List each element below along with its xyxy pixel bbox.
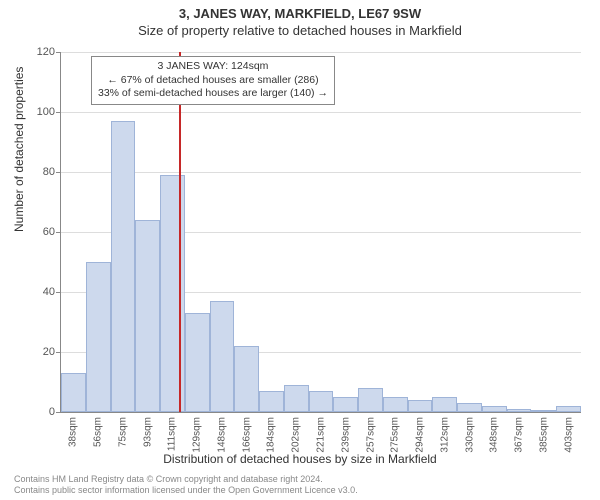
histogram-bar bbox=[234, 346, 259, 412]
histogram-bar bbox=[556, 406, 581, 412]
histogram-bar bbox=[309, 391, 334, 412]
chart-subtitle: Size of property relative to detached ho… bbox=[0, 21, 600, 38]
y-tick-mark bbox=[56, 352, 61, 353]
x-tick-label: 129sqm bbox=[192, 417, 203, 453]
histogram-bar bbox=[135, 220, 160, 412]
annotation-line: 33% of semi-detached houses are larger (… bbox=[98, 87, 328, 101]
x-tick-label: 56sqm bbox=[93, 417, 104, 447]
y-tick-label: 80 bbox=[25, 166, 55, 178]
histogram-bar bbox=[531, 410, 556, 412]
histogram-bar bbox=[432, 397, 457, 412]
x-tick-label: 312sqm bbox=[439, 417, 450, 453]
x-tick-label: 148sqm bbox=[216, 417, 227, 453]
histogram-bar bbox=[408, 400, 433, 412]
y-tick-mark bbox=[56, 292, 61, 293]
footer-attribution: Contains HM Land Registry data © Crown c… bbox=[14, 474, 358, 496]
x-tick-label: 93sqm bbox=[142, 417, 153, 447]
histogram-bar bbox=[111, 121, 136, 412]
gridline bbox=[61, 112, 581, 113]
histogram-bar bbox=[333, 397, 358, 412]
histogram-bar bbox=[210, 301, 235, 412]
histogram-bar bbox=[358, 388, 383, 412]
x-tick-label: 184sqm bbox=[266, 417, 277, 453]
y-tick-mark bbox=[56, 112, 61, 113]
page-title: 3, JANES WAY, MARKFIELD, LE67 9SW bbox=[0, 0, 600, 21]
y-tick-label: 100 bbox=[25, 106, 55, 118]
x-tick-label: 166sqm bbox=[241, 417, 252, 453]
annotation-line: 3 JANES WAY: 124sqm bbox=[98, 60, 328, 74]
annotation-line: ← 67% of detached houses are smaller (28… bbox=[98, 74, 328, 88]
x-axis-label: Distribution of detached houses by size … bbox=[0, 452, 600, 466]
x-tick-label: 385sqm bbox=[538, 417, 549, 453]
histogram-bar bbox=[61, 373, 86, 412]
x-tick-label: 367sqm bbox=[514, 417, 525, 453]
x-tick-label: 330sqm bbox=[464, 417, 475, 453]
footer-line: Contains public sector information licen… bbox=[14, 485, 358, 496]
x-tick-label: 257sqm bbox=[365, 417, 376, 453]
y-tick-label: 20 bbox=[25, 346, 55, 358]
y-tick-mark bbox=[56, 52, 61, 53]
histogram-bar bbox=[457, 403, 482, 412]
reference-line bbox=[179, 52, 181, 412]
footer-line: Contains HM Land Registry data © Crown c… bbox=[14, 474, 358, 485]
y-tick-label: 40 bbox=[25, 286, 55, 298]
plot-region: 02040608010012038sqm56sqm75sqm93sqm111sq… bbox=[60, 52, 581, 413]
gridline bbox=[61, 172, 581, 173]
y-tick-mark bbox=[56, 232, 61, 233]
x-tick-label: 75sqm bbox=[117, 417, 128, 447]
annotation-box: 3 JANES WAY: 124sqm← 67% of detached hou… bbox=[91, 56, 335, 105]
y-tick-mark bbox=[56, 172, 61, 173]
chart-container: 3, JANES WAY, MARKFIELD, LE67 9SW Size o… bbox=[0, 0, 600, 500]
histogram-bar bbox=[507, 409, 532, 412]
histogram-bar bbox=[284, 385, 309, 412]
gridline bbox=[61, 52, 581, 53]
y-tick-label: 0 bbox=[25, 406, 55, 418]
y-tick-label: 120 bbox=[25, 46, 55, 58]
histogram-bar bbox=[259, 391, 284, 412]
x-tick-label: 294sqm bbox=[415, 417, 426, 453]
x-tick-label: 202sqm bbox=[291, 417, 302, 453]
x-tick-label: 348sqm bbox=[489, 417, 500, 453]
x-tick-label: 275sqm bbox=[390, 417, 401, 453]
x-tick-label: 111sqm bbox=[167, 417, 178, 451]
y-axis-label: Number of detached properties bbox=[12, 67, 26, 232]
histogram-bar bbox=[86, 262, 111, 412]
chart-area: 02040608010012038sqm56sqm75sqm93sqm111sq… bbox=[60, 52, 580, 412]
x-tick-label: 239sqm bbox=[340, 417, 351, 453]
y-tick-mark bbox=[56, 412, 61, 413]
x-tick-label: 403sqm bbox=[563, 417, 574, 453]
x-tick-label: 38sqm bbox=[68, 417, 79, 447]
histogram-bar bbox=[482, 406, 507, 412]
y-tick-label: 60 bbox=[25, 226, 55, 238]
histogram-bar bbox=[383, 397, 408, 412]
histogram-bar bbox=[185, 313, 210, 412]
x-tick-label: 221sqm bbox=[316, 417, 327, 453]
